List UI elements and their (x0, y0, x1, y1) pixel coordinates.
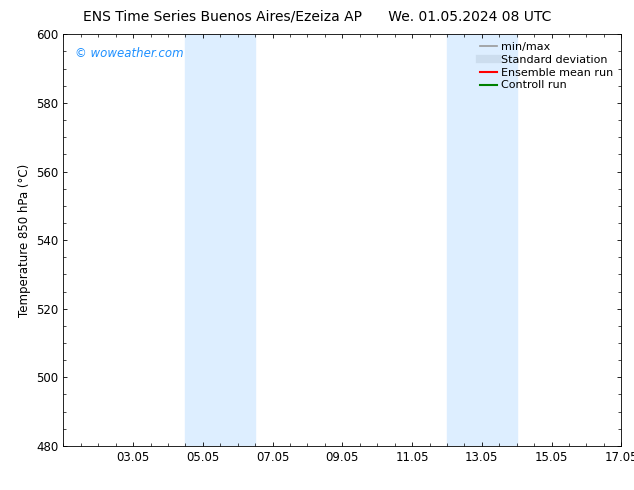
Text: © woweather.com: © woweather.com (75, 47, 183, 60)
Y-axis label: Temperature 850 hPa (°C): Temperature 850 hPa (°C) (18, 164, 30, 317)
Legend: min/max, Standard deviation, Ensemble mean run, Controll run: min/max, Standard deviation, Ensemble me… (478, 40, 616, 93)
Bar (185, 34, 255, 446)
Bar (447, 34, 517, 446)
Text: ENS Time Series Buenos Aires/Ezeiza AP      We. 01.05.2024 08 UTC: ENS Time Series Buenos Aires/Ezeiza AP W… (83, 10, 551, 24)
